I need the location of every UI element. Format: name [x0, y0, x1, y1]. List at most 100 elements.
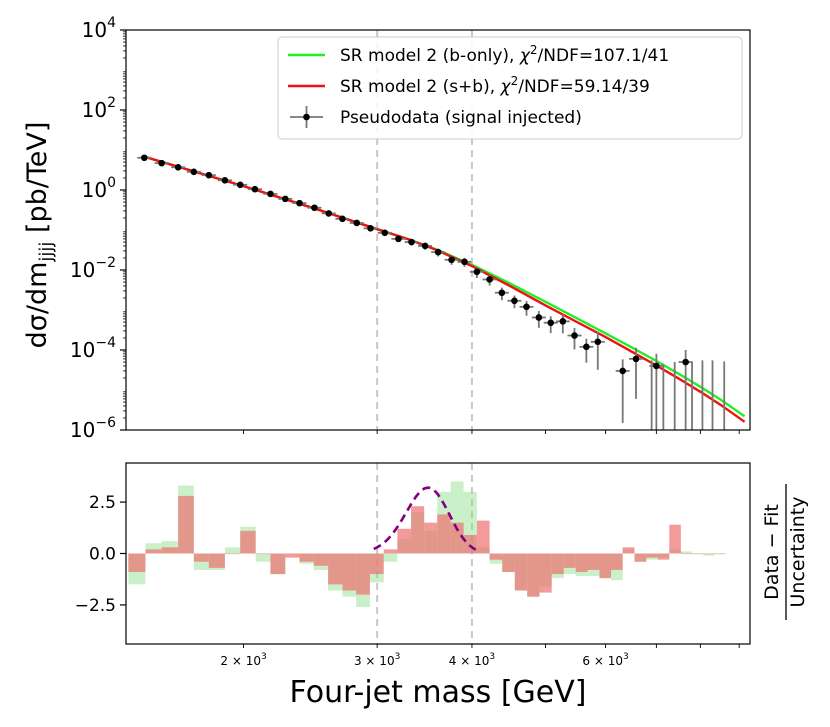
pseudodata-point	[190, 168, 198, 176]
ratio-y-axis-ticks: 2.5 0.0 −2.5	[75, 493, 126, 616]
s-plus-b-residual-bar	[193, 553, 209, 562]
pseudodata-point	[583, 343, 590, 351]
ratio-y-tick-label: 0.0	[89, 545, 116, 565]
s-plus-b-residual-bar	[692, 553, 704, 555]
s-plus-b-residual-bar	[224, 553, 241, 555]
ratio-y-tick-label: 2.5	[89, 493, 116, 513]
s-plus-b-residual-bar	[527, 553, 540, 597]
s-plus-b-residual-bar	[476, 520, 490, 554]
s-plus-b-residual-bar	[145, 549, 162, 554]
s-plus-b-residual-bar	[489, 553, 503, 560]
pseudodata-point	[367, 225, 374, 232]
s-plus-b-residual-bar	[383, 549, 398, 554]
signal-gaussian-curve	[373, 486, 478, 552]
s-plus-b-residual-bar	[397, 528, 412, 554]
s-plus-b-residual-bar	[437, 514, 451, 554]
pseudodata-point	[408, 238, 415, 246]
legend-entry-label: SR model 2 (s+b), χ2/NDF=59.14/39	[340, 74, 650, 97]
s-plus-b-residual-bar	[502, 553, 515, 573]
pseudodata-point	[353, 219, 361, 227]
b-only-residual-bar	[680, 551, 693, 554]
legend-box	[277, 36, 743, 140]
s-plus-b-residual-bar	[575, 553, 588, 573]
main-plot-frame	[125, 29, 751, 431]
b-only-residual-bar	[383, 553, 398, 562]
pseudodata-point	[448, 256, 455, 264]
pseudodata-point	[498, 289, 506, 297]
main-y-tick-label: 10−4	[70, 335, 116, 362]
pseudodata-point	[339, 215, 346, 223]
residual-bars	[128, 481, 726, 607]
pseudodata-point	[281, 195, 289, 203]
ratio-x-axis-ticks: 2 × 103 3 × 103 4 × 103 6 × 103	[220, 644, 740, 668]
s-plus-b-residual-bar	[669, 524, 681, 554]
pseudodata-point	[434, 248, 442, 256]
s-plus-b-residual-bar	[622, 547, 635, 554]
pseudodata-point	[547, 319, 555, 327]
s-plus-b-residual-bar	[703, 553, 715, 555]
pseudodata-point	[141, 154, 148, 162]
x-axis-label: Four-jet mass [GeV]	[290, 675, 587, 710]
main-plot-panel: 10−6 10−4 10−2 100 102 104	[70, 15, 751, 442]
pseudodata-point	[473, 268, 481, 276]
pseudodata-point	[653, 362, 660, 370]
ratio-y-tick-label: −2.5	[75, 596, 116, 616]
pseudodata-point	[421, 242, 429, 250]
main-y-tick-label: 102	[82, 95, 116, 122]
s-plus-b-residual-bar	[657, 553, 670, 560]
ratio-y-axis-label: Data − Fit Uncertainty	[761, 484, 809, 620]
x-tick-label: 4 × 103	[449, 652, 495, 668]
s-plus-b-residual-bar	[369, 553, 384, 575]
s-plus-b-residual-bar	[240, 530, 256, 554]
x-tick-label: 6 × 103	[582, 652, 628, 668]
main-y-tick-label: 100	[82, 175, 116, 202]
pseudodata-point	[296, 199, 303, 207]
pseudodata-point	[205, 171, 213, 179]
pseudodata-point	[632, 355, 640, 363]
s-plus-b-residual-bar	[714, 553, 726, 555]
s-plus-b-residual-bar	[551, 553, 564, 575]
s-plus-b-residual-bar	[356, 553, 370, 595]
pseudodata-point	[523, 303, 530, 311]
ratio-label-numerator: Data − Fit	[761, 504, 783, 600]
pseudodata-point	[486, 276, 493, 283]
s-plus-b-residual-bar	[514, 553, 528, 591]
main-x-axis-ticks	[243, 430, 740, 434]
pseudodata-point	[311, 204, 318, 212]
s-plus-b-residual-bar	[342, 553, 357, 591]
fit-curve-line	[143, 155, 746, 418]
s-plus-b-residual-bar	[563, 553, 576, 568]
s-plus-b-residual-bar	[599, 553, 612, 579]
legend-entry-label: Pseudodata (signal injected)	[340, 108, 582, 128]
pseudodata-points	[137, 154, 726, 430]
pseudodata-point	[158, 159, 165, 167]
s-plus-b-residual-bar	[463, 534, 477, 554]
pseudodata-point	[325, 210, 333, 217]
legend-entry-label: SR model 2 (b-only), χ2/NDF=107.1/41	[340, 43, 669, 66]
s-plus-b-residual-bar	[208, 553, 225, 568]
pseudodata-point	[619, 367, 626, 375]
main-y-tick-label: 10−6	[70, 415, 116, 442]
legend: SR model 2 (b-only), χ2/NDF=107.1/41 SR m…	[277, 36, 743, 140]
s-plus-b-residual-bar	[587, 553, 600, 570]
signal-shape-curve	[373, 486, 478, 552]
ratio-plot-panel: 2.5 0.0 −2.5 2 × 103 3 × 103 4 × 103 6 × 103	[75, 462, 751, 668]
s-plus-b-residual-bar	[128, 553, 146, 573]
main-y-tick-label: 10−2	[70, 255, 116, 282]
s-plus-b-residual-bar	[411, 506, 425, 554]
pseudodata-point	[381, 229, 389, 237]
pseudodata-point	[267, 190, 274, 198]
s-plus-b-residual-bar	[285, 553, 300, 558]
pseudodata-point	[559, 318, 567, 325]
s-plus-b-residual-bar	[313, 553, 329, 566]
ratio-label-denominator: Uncertainty	[787, 496, 809, 607]
b-only-residual-bar	[145, 543, 162, 554]
pseudodata-point	[236, 181, 244, 189]
pseudodata-point	[535, 314, 543, 321]
b-only-residual-bar	[224, 547, 241, 554]
pseudodata-point	[174, 163, 182, 171]
pseudodata-point	[461, 258, 468, 266]
pseudodata-point	[221, 176, 229, 184]
s-plus-b-residual-bar	[634, 553, 647, 562]
